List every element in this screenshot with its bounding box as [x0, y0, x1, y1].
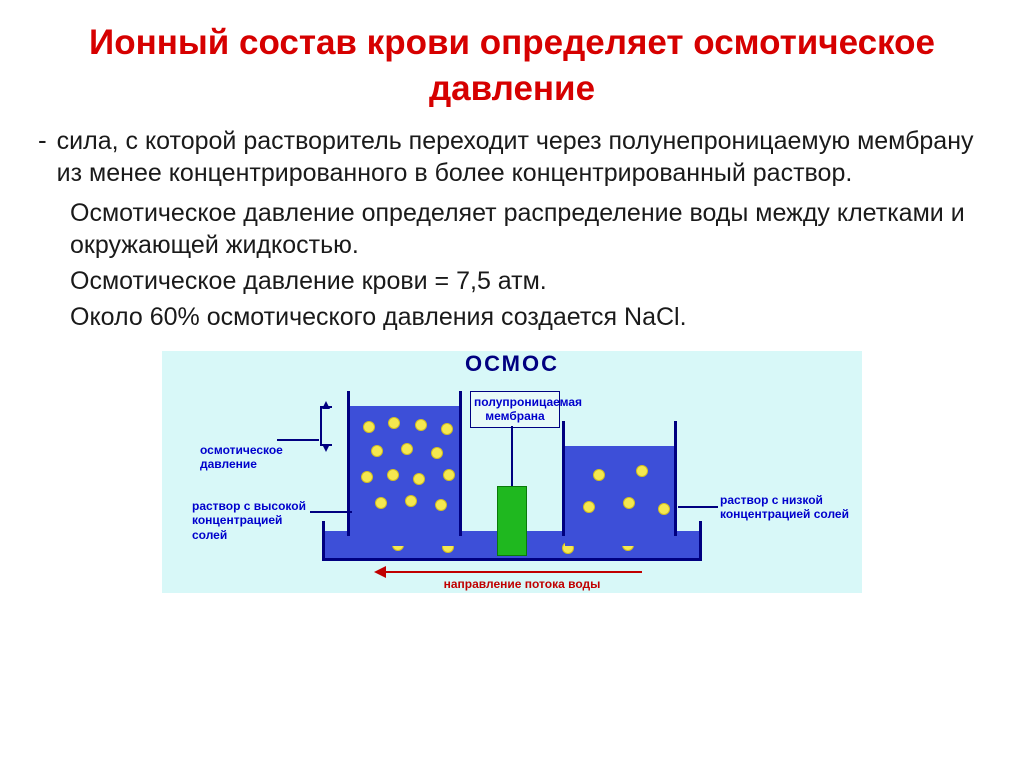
membrane-label: полупроницаемая мембрана — [470, 391, 560, 428]
pressure-bracket — [320, 406, 332, 446]
page-title: Ионный состав крови определяет осмотичес… — [30, 20, 994, 111]
left-particle — [361, 471, 373, 483]
bullet-text: сила, с которой растворитель переходит ч… — [57, 125, 994, 189]
left-solution-label: раствор с высокой концентрацией солей — [192, 499, 312, 542]
right-particle — [636, 465, 648, 477]
bullet-dash: - — [38, 125, 47, 156]
left-particle — [401, 443, 413, 455]
left-particle — [435, 499, 447, 511]
left-particle — [415, 419, 427, 431]
bracket-arrow-up — [322, 401, 330, 409]
left-particle — [375, 497, 387, 509]
osmosis-diagram: ОСМОС полупроницаемая мембрана осмотическо… — [162, 351, 862, 593]
body-line-3: Осмотическое давление крови = 7,5 атм. — [30, 265, 994, 297]
diagram-title: ОСМОС — [465, 351, 559, 377]
flow-arrow-head — [374, 566, 386, 578]
right-solution-leader-line — [678, 506, 718, 508]
flow-label: направление потока воды — [412, 577, 632, 591]
left-particle — [431, 447, 443, 459]
right-particle — [658, 503, 670, 515]
flow-arrow-line — [382, 571, 642, 573]
left-particle — [443, 469, 455, 481]
left-particle — [441, 423, 453, 435]
right-particle — [583, 501, 595, 513]
pressure-label: осмотическое давление — [200, 443, 310, 472]
right-particle — [593, 469, 605, 481]
right-particle — [623, 497, 635, 509]
right-solution-label: раствор с низкой концентрацией солей — [720, 493, 850, 522]
bracket-arrow-down — [322, 444, 330, 452]
right-beaker-water — [565, 446, 674, 546]
left-particle — [388, 417, 400, 429]
left-particle — [363, 421, 375, 433]
membrane-leader-line — [511, 426, 513, 486]
membrane — [497, 486, 527, 556]
pressure-leader-line — [277, 439, 319, 441]
left-solution-leader-line — [310, 511, 352, 513]
left-particle — [405, 495, 417, 507]
left-particle — [371, 445, 383, 457]
bullet-item: - сила, с которой растворитель переходит… — [30, 125, 994, 193]
body-line-2: Осмотическое давление определяет распред… — [30, 197, 994, 261]
body-line-4: Около 60% осмотического давления создает… — [30, 301, 994, 333]
left-particle — [387, 469, 399, 481]
left-particle — [413, 473, 425, 485]
